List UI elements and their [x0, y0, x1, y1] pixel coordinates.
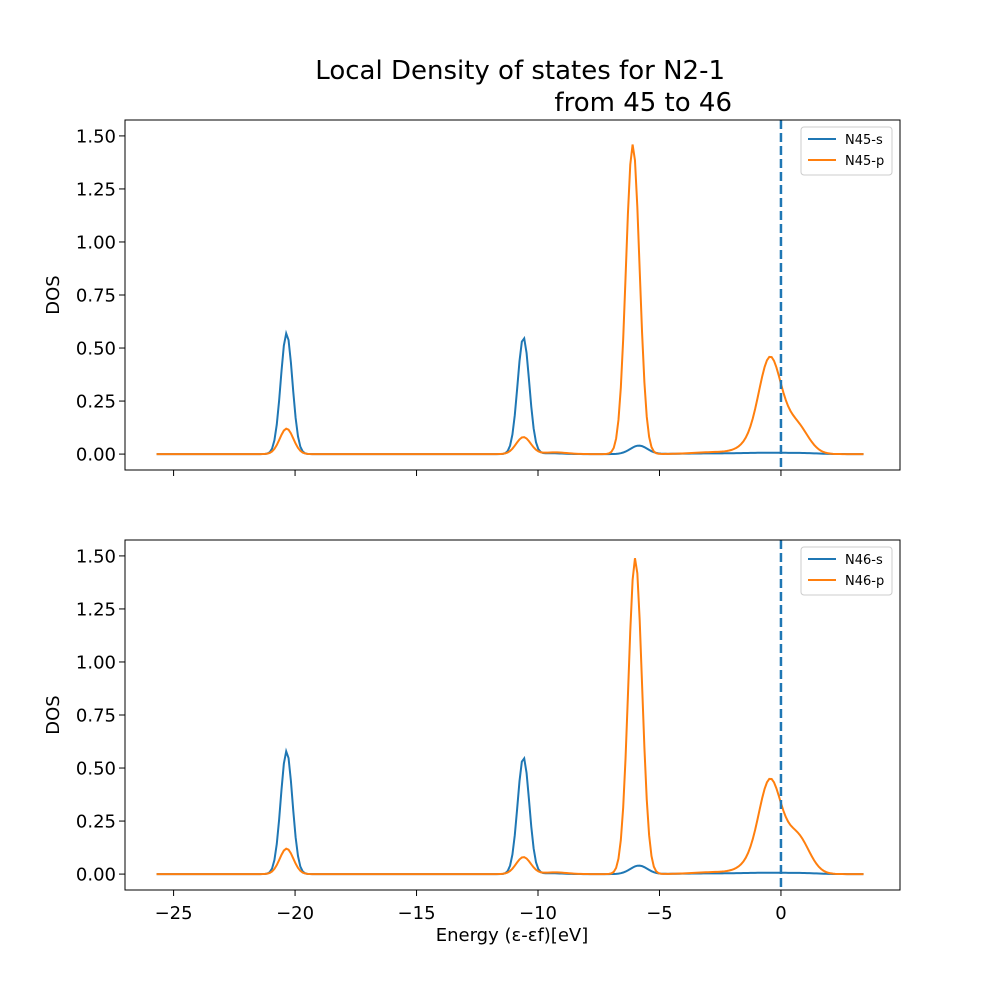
- y-tick-label: 1.25: [76, 179, 116, 200]
- y-tick-label: 1.25: [76, 599, 116, 620]
- y-tick-label: 1.00: [76, 232, 116, 253]
- y-tick-label: 0.50: [76, 759, 116, 780]
- x-tick-label: −5: [646, 903, 673, 924]
- x-tick-label: −20: [276, 903, 314, 924]
- series-line-N46-p: [156, 558, 864, 876]
- x-axis-ticks-bottom: −25 −20 −15 −10 −5 0: [155, 890, 787, 924]
- legend-top: N45-s N45-p: [800, 126, 893, 176]
- y-tick-label: 0.75: [76, 706, 116, 727]
- x-tick-label: 0: [775, 903, 786, 924]
- y-tick-label: 0.50: [76, 339, 116, 360]
- subplot-bottom: −25 −20 −15 −10 −5 0 0.00 0.25 0.50 0.75 1.00 1.25…: [43, 539, 901, 924]
- x-axis-label: Energy (ε-εf)[eV]: [436, 925, 589, 946]
- y-axis-label-bottom: DOS: [43, 695, 64, 734]
- y-tick-label: 1.50: [76, 126, 116, 147]
- series-line-N45-s: [156, 329, 864, 456]
- legend-label-p: N46-p: [845, 574, 884, 589]
- y-tick-label: 0.25: [76, 812, 116, 833]
- y-axis-ticks-top: 0.00 0.25 0.50 0.75 1.00 1.25 1.50: [76, 126, 125, 466]
- series-line-N46-s: [156, 747, 864, 876]
- y-tick-label: 1.50: [76, 546, 116, 567]
- subplot-top: 0.00 0.25 0.50 0.75 1.00 1.25 1.50 DOS N45-s N…: [43, 119, 901, 476]
- y-axis-label-top: DOS: [43, 275, 64, 314]
- y-tick-label: 0.25: [76, 392, 116, 413]
- legend-label-p: N45-p: [845, 154, 884, 169]
- chart-title-line-1: Local Density of states for N2-1: [315, 56, 725, 86]
- series-line-N45-p: [156, 144, 864, 456]
- legend-label-s: N46-s: [845, 553, 883, 568]
- y-tick-label: 0.00: [76, 445, 116, 466]
- y-tick-label: 0.75: [76, 286, 116, 307]
- x-tick-label: −15: [398, 903, 436, 924]
- y-tick-label: 0.00: [76, 865, 116, 886]
- y-axis-ticks-bottom: 0.00 0.25 0.50 0.75 1.00 1.25 1.50: [76, 546, 125, 886]
- chart-title-line-2: from 45 to 46: [554, 88, 732, 118]
- plot-lines-top: [156, 120, 864, 470]
- legend-label-s: N45-s: [845, 133, 883, 148]
- x-tick-label: −25: [155, 903, 193, 924]
- legend-bottom: N46-s N46-p: [800, 546, 893, 596]
- x-axis-ticks-top: [173, 470, 782, 476]
- x-tick-label: −10: [519, 903, 557, 924]
- plot-lines-bottom: [156, 540, 864, 890]
- y-tick-label: 1.00: [76, 652, 116, 673]
